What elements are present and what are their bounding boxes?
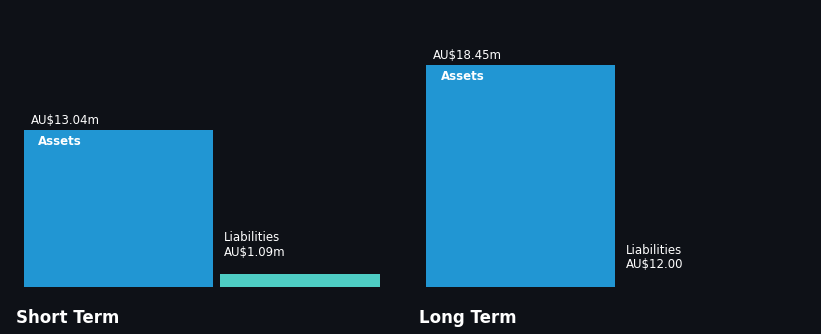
Text: AU$13.04m: AU$13.04m [31,114,100,127]
Text: Long Term: Long Term [419,310,516,327]
Text: AU$18.45m: AU$18.45m [433,49,502,62]
Text: Assets: Assets [441,70,484,83]
Text: Assets: Assets [39,135,82,148]
Text: AU$12.00: AU$12.00 [626,258,683,271]
Bar [24,130,213,287]
Text: Short Term: Short Term [16,310,120,327]
Bar [220,274,379,287]
Bar [426,65,615,287]
Text: AU$1.09m: AU$1.09m [223,246,285,259]
Text: Liabilities: Liabilities [626,244,682,257]
Text: Liabilities: Liabilities [223,231,280,244]
